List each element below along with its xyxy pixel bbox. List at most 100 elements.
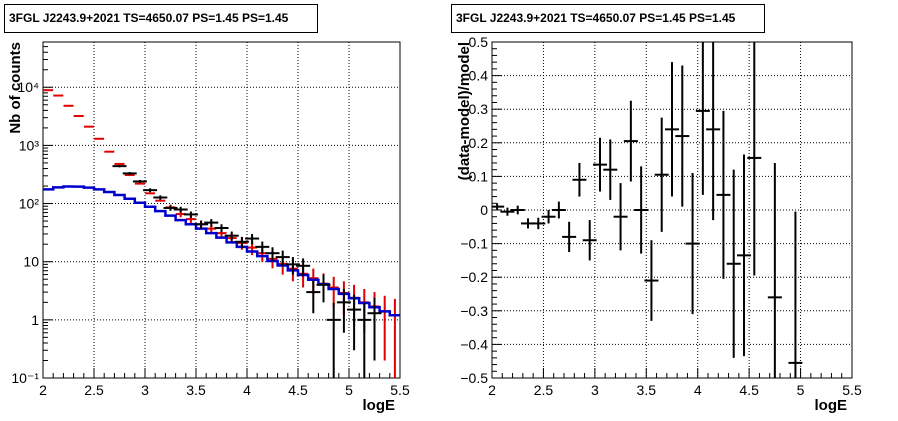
x-tick-label: 2.5 xyxy=(84,382,104,398)
x-tick-label: 5 xyxy=(797,382,805,398)
x-tick-label: 5 xyxy=(345,382,353,398)
residuals-panel: 2 2.5 3 3.5 4 4.5 5 5.5 −0.5 −0.4 −0.3 −0.2 −0.1 0 0.1… xyxy=(451,4,862,414)
y-tick-label: 1 xyxy=(31,312,39,328)
residual-point xyxy=(706,42,721,221)
y-axis-title: Nb of counts xyxy=(7,42,24,134)
y-axis-title: (data-model)/model xyxy=(456,42,473,180)
residual-point xyxy=(716,110,731,279)
residual-point xyxy=(623,100,638,182)
x-tick-label: 2 xyxy=(39,382,47,398)
data-point xyxy=(234,236,249,248)
data-point xyxy=(153,195,168,200)
data-layer xyxy=(43,89,400,378)
data-point xyxy=(285,257,300,275)
data-point xyxy=(224,231,239,241)
model-point xyxy=(328,276,339,307)
x-tick-label: 3.5 xyxy=(637,382,657,398)
data-point xyxy=(194,220,209,229)
residual-point xyxy=(531,217,546,230)
residual-point xyxy=(582,220,597,261)
data-point xyxy=(255,241,270,254)
data-point xyxy=(296,258,311,277)
data-point xyxy=(336,288,351,333)
x-axis-title: logE xyxy=(815,397,848,414)
series-total-model xyxy=(43,89,400,378)
data-point xyxy=(326,302,341,378)
x-tick-label: 4 xyxy=(243,382,251,398)
y-tick-label: 0.2 xyxy=(469,135,489,151)
chart-title: 3FGL J2243.9+2021 TS=4650.07 PS=1.45 PS=… xyxy=(9,11,289,25)
y-tick-label: 0 xyxy=(480,202,488,218)
x-tick-label: 4.5 xyxy=(288,382,308,398)
x-tick-label: 5.5 xyxy=(842,382,862,398)
residual-point xyxy=(767,162,782,378)
residual-point xyxy=(685,173,700,315)
x-tick-label: 3 xyxy=(141,382,149,398)
data-point xyxy=(214,224,229,233)
title-box xyxy=(451,4,765,33)
x-tick-label: 4.5 xyxy=(739,382,759,398)
data-point xyxy=(143,188,158,193)
data-point xyxy=(275,250,290,266)
residual-point xyxy=(654,117,669,232)
residual-point xyxy=(613,183,628,251)
data-point xyxy=(306,280,321,314)
residual-point xyxy=(665,62,679,197)
data-point xyxy=(265,247,280,261)
residual-point xyxy=(572,162,587,197)
data-point xyxy=(132,179,147,184)
y-tick-label: −0.5 xyxy=(460,370,488,386)
y-tick-label: 10 xyxy=(23,254,39,270)
residual-point xyxy=(510,205,525,215)
series-data xyxy=(112,164,382,378)
data-point xyxy=(122,172,137,175)
data-layer xyxy=(492,42,803,378)
residual-point xyxy=(603,139,618,200)
data-point xyxy=(367,297,382,361)
residual-point xyxy=(562,221,577,252)
y-tick-label: −0.4 xyxy=(460,336,488,352)
y-tick-label: −0.2 xyxy=(460,269,488,285)
data-point xyxy=(183,211,198,218)
residual-point xyxy=(593,137,607,192)
residual-point xyxy=(492,203,505,210)
x-axis-title: logE xyxy=(363,397,396,414)
x-tick-label: 2 xyxy=(488,382,496,398)
model-point xyxy=(379,295,390,361)
data-point xyxy=(173,206,188,213)
y-tick-label: 10⁻¹ xyxy=(11,370,39,386)
residual-point xyxy=(644,240,659,321)
residual-point xyxy=(726,169,741,358)
chart-title: 3FGL J2243.9+2021 TS=4650.07 PS=1.45 PS=… xyxy=(456,11,736,25)
residual-point xyxy=(737,154,751,357)
residual-point xyxy=(634,166,649,254)
y-tick-label: −0.1 xyxy=(460,236,488,252)
series-residuals xyxy=(492,42,803,378)
y-tick-label: −0.3 xyxy=(460,303,488,319)
residual-point xyxy=(695,42,710,195)
residual-point xyxy=(788,211,803,378)
title-box xyxy=(4,4,318,33)
data-point xyxy=(204,219,219,227)
series-source-model xyxy=(43,185,400,317)
x-tick-label: 2.5 xyxy=(534,382,554,398)
y-tick-label: 10² xyxy=(19,196,40,212)
residual-point xyxy=(541,210,556,224)
y-tick-label: 0.5 xyxy=(469,34,489,50)
x-tick-label: 3 xyxy=(591,382,599,398)
data-point xyxy=(245,233,260,245)
plot-frame xyxy=(42,41,401,379)
x-tick-label: 4 xyxy=(694,382,702,398)
y-tick-label: 10³ xyxy=(19,137,40,153)
y-tick-label: 0.3 xyxy=(469,101,489,117)
x-tick-label: 3.5 xyxy=(186,382,206,398)
data-point xyxy=(316,274,331,303)
data-point xyxy=(112,164,127,168)
residual-point xyxy=(675,65,690,207)
residual-point xyxy=(551,201,566,219)
counts-panel: 2 2.5 3 3.5 4 4.5 5 5.5 10⁻¹ 1 10 10² 10³ 10⁴ logE Nb o… xyxy=(4,4,410,414)
y-tick-label: 0.1 xyxy=(469,168,489,184)
residual-point xyxy=(747,42,762,276)
data-point xyxy=(357,302,372,378)
